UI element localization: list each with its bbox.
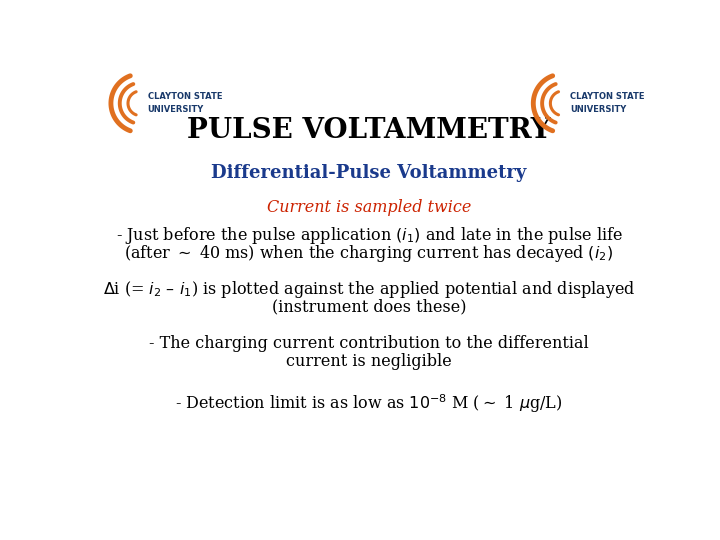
Text: - Detection limit is as low as $10^{-8}$ M ($\sim$ 1 $\mu$g/L): - Detection limit is as low as $10^{-8}$…: [175, 392, 563, 415]
Text: Differential-Pulse Voltammetry: Differential-Pulse Voltammetry: [211, 164, 527, 181]
Text: CLAYTON STATE: CLAYTON STATE: [570, 92, 644, 102]
Text: current is negligible: current is negligible: [286, 353, 452, 370]
Text: - Just before the pulse application $(i_1)$ and late in the pulse life: - Just before the pulse application $(i_…: [116, 225, 622, 246]
Text: UNIVERSITY: UNIVERSITY: [570, 105, 626, 114]
Text: $\Delta$i (= $i_2$ – $i_1$) is plotted against the applied potential and display: $\Delta$i (= $i_2$ – $i_1$) is plotted a…: [103, 279, 635, 300]
Text: CLAYTON STATE: CLAYTON STATE: [148, 92, 222, 102]
Text: UNIVERSITY: UNIVERSITY: [148, 105, 204, 114]
Text: - The charging current contribution to the differential: - The charging current contribution to t…: [149, 335, 589, 352]
Text: (after $\sim$ 40 ms) when the charging current has decayed $(i_2)$: (after $\sim$ 40 ms) when the charging c…: [125, 243, 613, 264]
Text: PULSE VOLTAMMETRY: PULSE VOLTAMMETRY: [187, 117, 551, 144]
Text: Current is sampled twice: Current is sampled twice: [267, 199, 471, 216]
Text: (instrument does these): (instrument does these): [271, 299, 467, 316]
